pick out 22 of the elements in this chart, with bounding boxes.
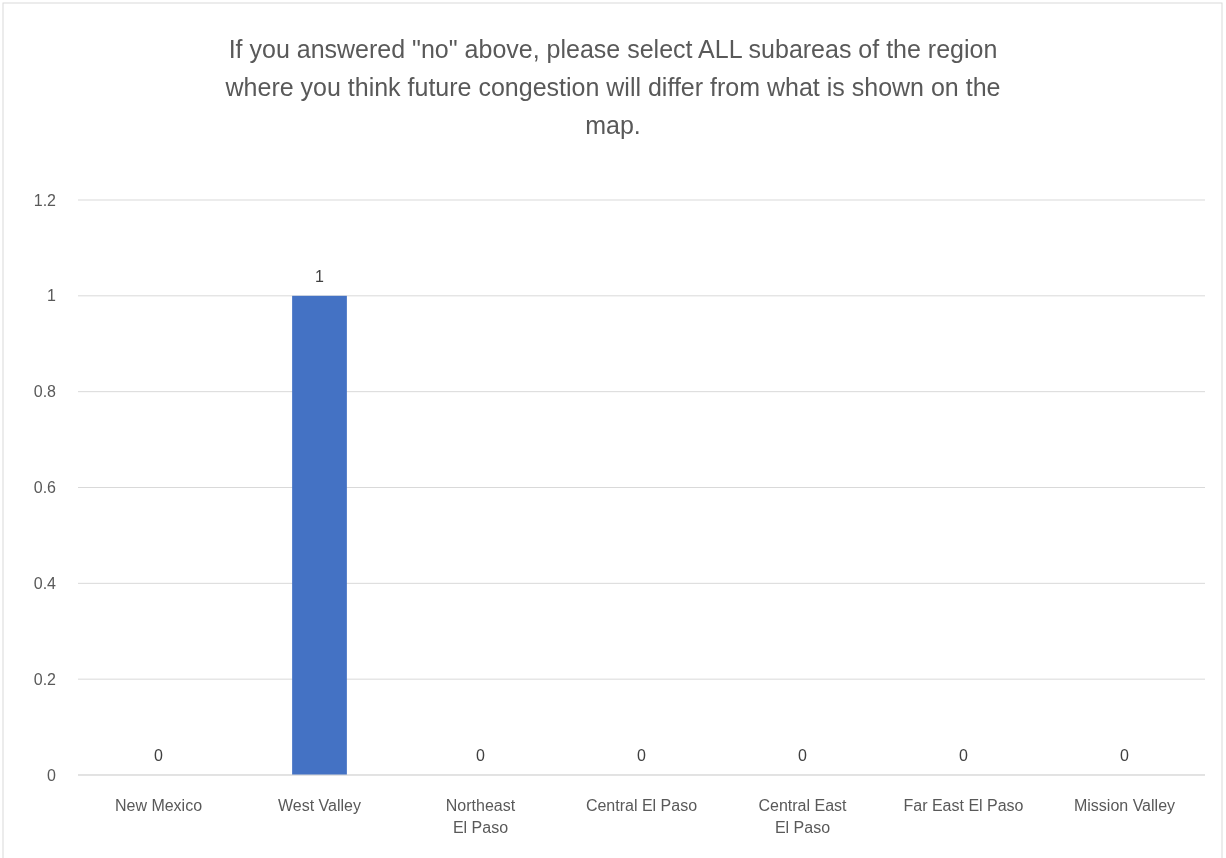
data-label: 0 — [154, 747, 164, 764]
data-label: 1 — [315, 267, 325, 285]
data-label: 0 — [476, 747, 486, 764]
chart-title: If you answered "no" above, please select ALL subareas of the region where you think future congestion will differ from what is shown on the map. — [224, 35, 1001, 139]
x-tick-label: New Mexico — [114, 797, 203, 814]
y-tick-label: 1 — [47, 287, 57, 305]
data-label: 0 — [637, 747, 647, 764]
y-tick-label: 0.8 — [33, 383, 57, 401]
x-tick-label: Far East El Paso — [903, 797, 1024, 814]
x-tick-label: Mission Valley — [1073, 797, 1176, 814]
x-tick-label: Central East El Paso — [758, 797, 848, 836]
data-label: 0 — [1120, 747, 1130, 764]
x-tick-label: West Valley — [278, 797, 361, 814]
y-tick-label: 0 — [47, 766, 57, 784]
data-label: 0 — [798, 747, 808, 764]
x-tick-label: Northeast El Paso — [445, 797, 516, 836]
x-tick-label: Central El Paso — [585, 797, 698, 814]
y-tick-label: 0.2 — [33, 670, 57, 688]
y-tick-label: 1.2 — [33, 191, 57, 209]
data-label: 0 — [959, 747, 969, 764]
y-tick-label: 0.4 — [33, 574, 57, 592]
y-tick-label: 0.6 — [33, 479, 57, 497]
